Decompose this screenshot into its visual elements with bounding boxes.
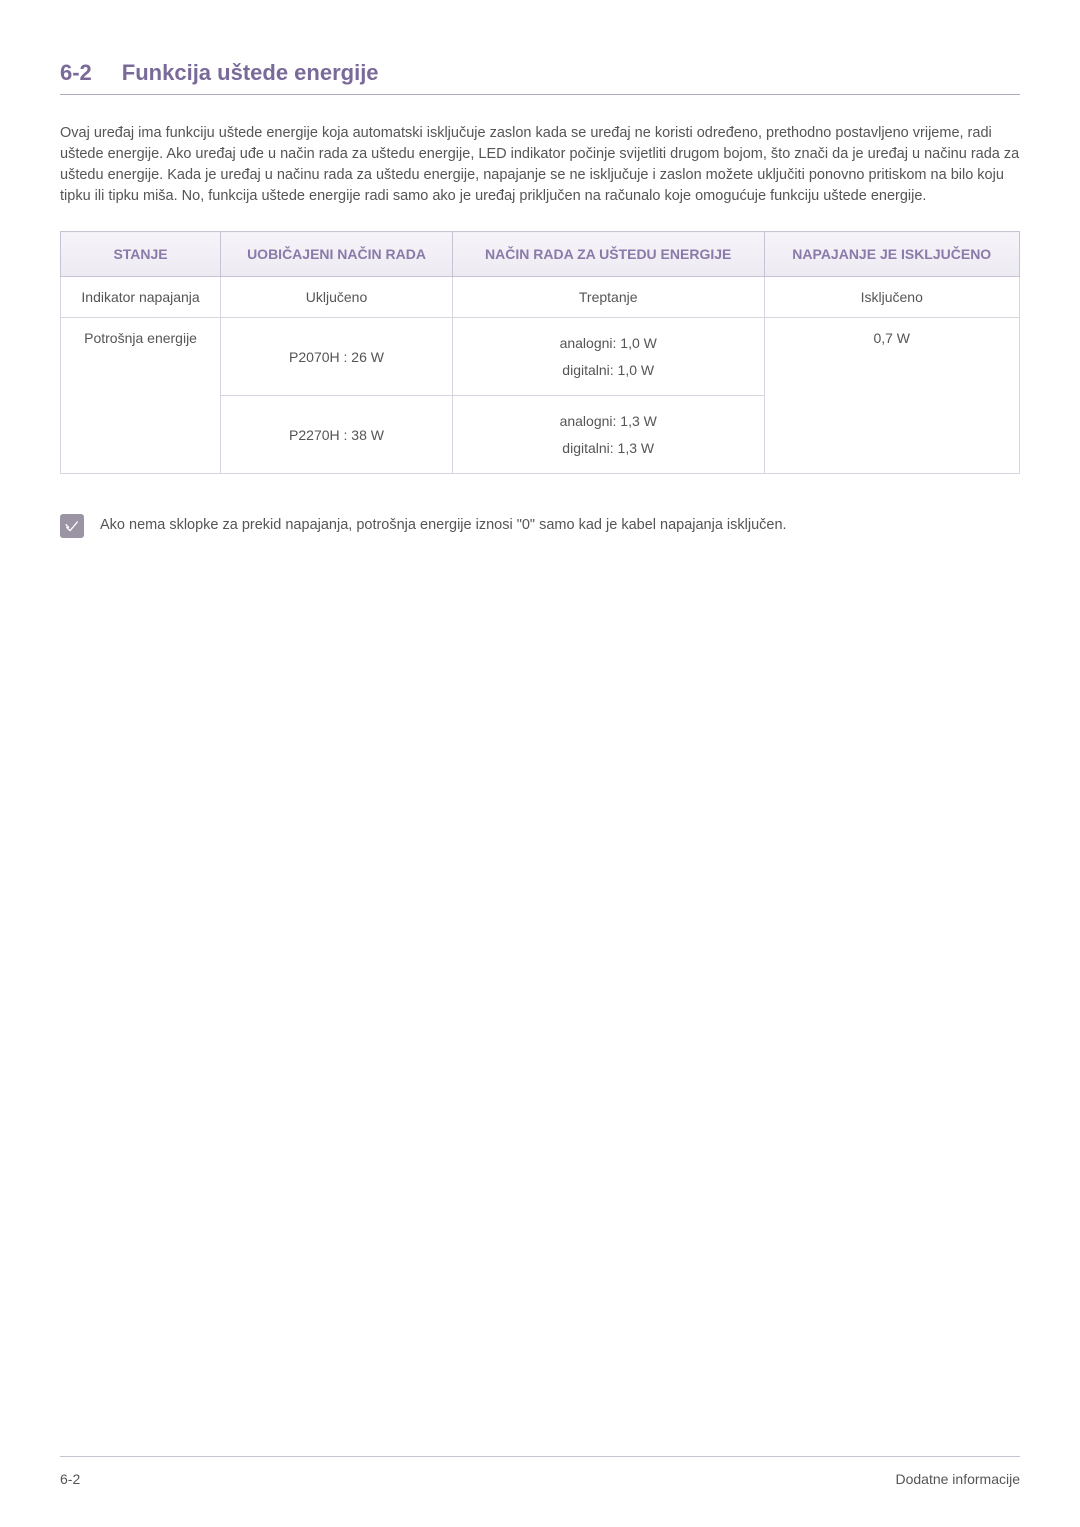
note-row: Ako nema sklopke za prekid napajanja, po… — [60, 514, 1020, 538]
th-normal-mode: UOBIČAJENI NAČIN RADA — [221, 232, 453, 277]
section-heading: 6-2 Funkcija uštede energije — [60, 60, 1020, 95]
cell-p2070h-save-analog: analogni: 1,0 W — [461, 330, 756, 357]
cell-indicator-save: Treptanje — [452, 277, 764, 318]
th-state: STANJE — [61, 232, 221, 277]
th-power-save-mode: NAČIN RADA ZA UŠTEDU ENERGIJE — [452, 232, 764, 277]
cell-p2270h-save-digital: digitalni: 1,3 W — [461, 435, 756, 462]
section-title: Funkcija uštede energije — [122, 60, 379, 86]
page-footer: 6-2 Dodatne informacije — [60, 1456, 1020, 1487]
cell-indicator-normal: Uključeno — [221, 277, 453, 318]
table-row: Indikator napajanja Uključeno Treptanje … — [61, 277, 1020, 318]
power-spec-table: STANJE UOBIČAJENI NAČIN RADA NAČIN RADA … — [60, 231, 1020, 474]
cell-p2070h-save: analogni: 1,0 W digitalni: 1,0 W — [452, 318, 764, 396]
cell-consumption-label: Potrošnja energije — [61, 318, 221, 474]
cell-p2270h-save-analog: analogni: 1,3 W — [461, 408, 756, 435]
cell-indicator-label: Indikator napajanja — [61, 277, 221, 318]
cell-p2070h-normal: P2070H : 26 W — [221, 318, 453, 396]
footer-right: Dodatne informacije — [895, 1471, 1020, 1487]
th-power-off: NAPAJANJE JE ISKLJUČENO — [764, 232, 1020, 277]
footer-left: 6-2 — [60, 1471, 80, 1487]
note-text: Ako nema sklopke za prekid napajanja, po… — [100, 514, 787, 533]
intro-paragraph: Ovaj uređaj ima funkciju uštede energije… — [60, 123, 1020, 207]
table-row: Potrošnja energije P2070H : 26 W analogn… — [61, 318, 1020, 396]
cell-p2070h-save-digital: digitalni: 1,0 W — [461, 357, 756, 384]
cell-p2270h-normal: P2270H : 38 W — [221, 396, 453, 474]
cell-indicator-off: Isključeno — [764, 277, 1020, 318]
section-number: 6-2 — [60, 60, 92, 86]
cell-consumption-off: 0,7 W — [764, 318, 1020, 474]
note-icon — [60, 514, 84, 538]
cell-p2270h-save: analogni: 1,3 W digitalni: 1,3 W — [452, 396, 764, 474]
